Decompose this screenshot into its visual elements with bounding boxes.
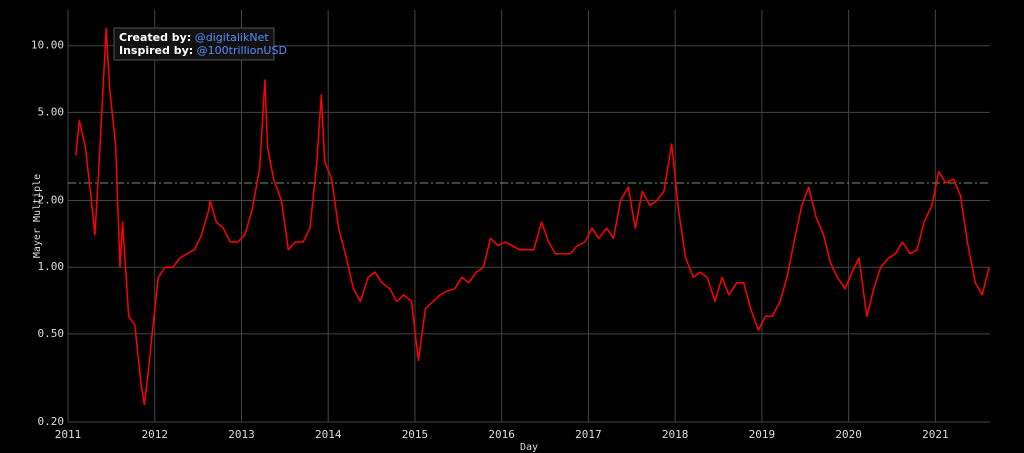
- y-tick-label: 0.50: [38, 327, 65, 340]
- annotation-label: Inspired by:: [119, 44, 193, 57]
- x-tick-label: 2021: [922, 428, 949, 441]
- annotation-label: Created by:: [119, 31, 191, 44]
- x-axis-title: Day: [520, 442, 538, 453]
- data-line: [75, 27, 990, 406]
- x-tick-label: 2011: [55, 428, 82, 441]
- x-tick-label: 2017: [575, 428, 602, 441]
- annotation-line: Inspired by: @100trillionUSD: [119, 44, 287, 57]
- x-tick-label: 2019: [749, 428, 776, 441]
- x-tick-label: 2014: [315, 428, 342, 441]
- y-tick-label: 5.00: [38, 105, 65, 118]
- x-tick-label: 2016: [488, 428, 515, 441]
- y-tick-label: 10.00: [31, 39, 64, 52]
- y-tick-label: 0.20: [38, 415, 65, 428]
- x-tick-label: 2020: [835, 428, 862, 441]
- annotation-box: [113, 27, 275, 61]
- x-tick-label: 2015: [402, 428, 429, 441]
- y-tick-label: 2.00: [38, 194, 65, 207]
- annotation-line: Created by: @digitalikNet: [119, 31, 269, 44]
- x-tick-label: 2013: [228, 428, 255, 441]
- y-axis-title: Mayer Multiple: [32, 174, 43, 258]
- x-tick-label: 2018: [662, 428, 689, 441]
- annotation-link[interactable]: @100trillionUSD: [197, 44, 287, 57]
- y-tick-label: 1.00: [38, 260, 65, 273]
- annotation-link[interactable]: @digitalikNet: [195, 31, 270, 44]
- x-tick-label: 2012: [141, 428, 168, 441]
